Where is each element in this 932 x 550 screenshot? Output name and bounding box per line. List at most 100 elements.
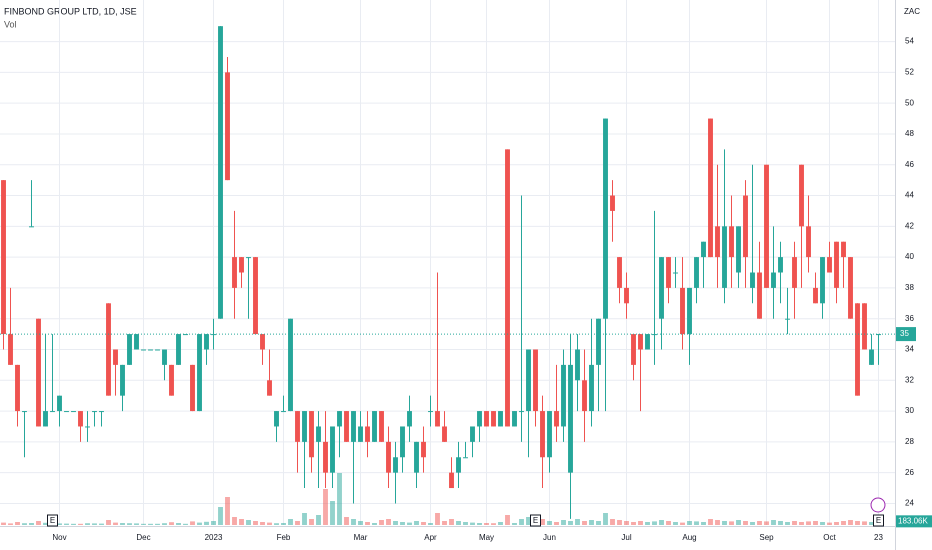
volume-bar: [190, 521, 195, 525]
x-tick-label: May: [479, 533, 494, 542]
candle-body: [8, 334, 13, 365]
candle-body: [568, 364, 573, 473]
volume-bar: [694, 521, 699, 525]
candle-body: [596, 318, 601, 365]
candle-body: [358, 426, 363, 442]
candle-body: [50, 411, 55, 413]
volume-bar: [708, 519, 713, 525]
x-tick-label: Jul: [621, 533, 631, 542]
volume-bar: [421, 522, 426, 525]
candle-body: [526, 349, 531, 412]
y-tick-label: 40: [905, 252, 914, 261]
candle-body: [582, 380, 587, 412]
y-tick-label: 32: [905, 375, 914, 384]
candle-body: [540, 411, 545, 458]
candle-body: [148, 349, 153, 351]
candle-body: [183, 334, 188, 336]
candle-body: [771, 272, 776, 288]
volume-bar: [869, 522, 874, 525]
candle-body: [288, 318, 293, 412]
candle-body: [316, 426, 321, 442]
candle-body: [701, 241, 706, 258]
candle-body: [246, 257, 251, 259]
candle-body: [491, 411, 496, 427]
volume-bar: [400, 522, 405, 525]
volume-bar: [757, 521, 762, 525]
candle-body: [386, 441, 391, 473]
volume-bar: [834, 522, 839, 525]
candle-body: [666, 257, 671, 288]
volume-bar: [393, 521, 398, 525]
volume-bar: [561, 520, 566, 525]
volume-bar: [302, 513, 307, 525]
volume-bar: [204, 521, 209, 525]
candle-body: [64, 411, 69, 413]
volume-bar: [659, 520, 664, 525]
candle-body: [869, 349, 874, 365]
volume-bar: [512, 523, 517, 525]
candle-body: [736, 226, 741, 273]
y-tick-label: 38: [905, 283, 914, 292]
candle-body: [36, 318, 41, 427]
candle-body: [680, 287, 685, 335]
volume-bar: [386, 519, 391, 525]
volume-bar: [792, 521, 797, 525]
volume-bar: [92, 523, 97, 525]
y-tick-label: 54: [905, 37, 914, 46]
volume-bar: [176, 523, 181, 525]
candle-body: [855, 303, 860, 396]
volume-bar: [652, 521, 657, 525]
candle-body: [435, 411, 440, 427]
candle-body: [400, 426, 405, 458]
volume-bar: [295, 521, 300, 525]
candle-body: [554, 411, 559, 427]
candle-body: [204, 334, 209, 350]
candle-body: [589, 364, 594, 412]
last-price-tag: [896, 327, 916, 342]
candle-body: [197, 334, 202, 412]
candle-body: [99, 411, 104, 413]
volume-bar: [617, 520, 622, 525]
volume-bar: [155, 523, 160, 525]
volume-bar: [22, 523, 27, 525]
candle-body: [757, 272, 762, 319]
candle-body: [876, 334, 881, 336]
candle-body: [274, 411, 279, 427]
volume-bar: [582, 521, 587, 525]
candle-body: [547, 411, 552, 458]
volume-bar: [764, 521, 769, 525]
candle-body: [141, 349, 146, 351]
candle-body: [428, 411, 433, 413]
candle-body: [519, 411, 524, 413]
candle-body: [365, 426, 370, 442]
y-tick-label: 28: [905, 437, 914, 446]
candle-body: [841, 241, 846, 258]
volume-bar: [715, 520, 720, 525]
y-tick-label: 36: [905, 314, 914, 323]
volume-bar: [638, 521, 643, 525]
candle-body: [22, 411, 27, 413]
earnings-label: E: [533, 516, 538, 525]
candle-body: [134, 334, 139, 350]
volume-bar: [260, 522, 265, 525]
candle-body: [785, 318, 790, 320]
volume-bar: [456, 521, 461, 525]
earnings-label: E: [50, 516, 55, 525]
volume-bar: [449, 519, 454, 525]
last-price-label: 35: [900, 329, 909, 338]
volume-bar: [848, 520, 853, 525]
volume-bar: [750, 522, 755, 525]
candle-body: [533, 349, 538, 412]
volume-bar: [463, 522, 468, 525]
x-tick-label: Jun: [543, 533, 556, 542]
candle-body: [260, 334, 265, 350]
volume-bar: [855, 521, 860, 525]
volume-bar: [673, 522, 678, 525]
candle-body: [498, 411, 503, 427]
volume-bar: [330, 501, 335, 525]
volume-bar: [547, 521, 552, 525]
volume-bar: [141, 523, 146, 525]
earnings-box: [530, 514, 541, 527]
volume-bar: [8, 523, 13, 525]
